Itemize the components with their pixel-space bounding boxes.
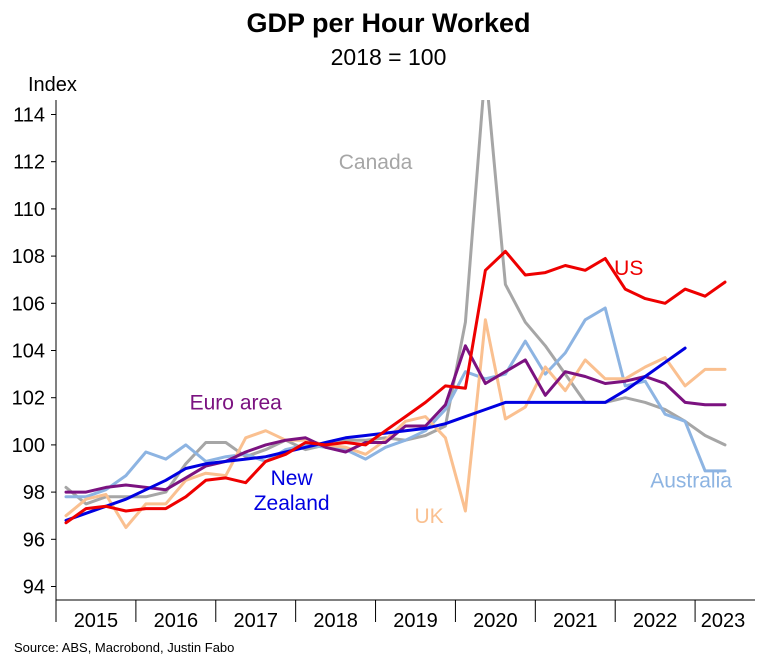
series-label-new-zealand: Zealand xyxy=(254,492,330,515)
series-label-uk: UK xyxy=(414,505,443,528)
series-line-euro-area xyxy=(64,344,727,494)
chart-subtitle: 2018 = 100 xyxy=(330,44,447,70)
series-label-new-zealand: New xyxy=(271,467,314,490)
y-tick-label: 114 xyxy=(13,105,45,127)
series-line-us xyxy=(64,249,727,525)
y-tick-label: 104 xyxy=(12,341,45,363)
x-tick-label: 2021 xyxy=(553,610,598,632)
y-tick-label: 94 xyxy=(23,577,45,599)
series-label-us: US xyxy=(614,257,643,280)
y-tick-label: 100 xyxy=(12,435,45,457)
series-label-canada: Canada xyxy=(339,151,413,174)
y-tick-label: 108 xyxy=(12,246,45,268)
x-tick-label: 2016 xyxy=(154,610,199,632)
x-tick-label: 2017 xyxy=(233,610,278,632)
y-tick-label: 102 xyxy=(12,388,45,410)
series-line-new-zealand xyxy=(64,346,687,522)
x-tick-label: 2023 xyxy=(701,610,746,632)
y-tick-label: 98 xyxy=(23,482,45,504)
chart-title: GDP per Hour Worked xyxy=(246,8,531,38)
x-tick-label: 2019 xyxy=(393,610,438,632)
x-tick-label: 2020 xyxy=(473,610,518,632)
x-tick-label: 2022 xyxy=(633,610,678,632)
series-label-australia: Australia xyxy=(650,469,732,492)
source-note: Source: ABS, Macrobond, Justin Fabo xyxy=(14,640,235,655)
series-lines xyxy=(64,100,727,529)
y-axis-label: Index xyxy=(28,74,77,96)
x-tick-label: 2015 xyxy=(74,610,119,632)
series-line-canada xyxy=(64,100,727,506)
y-tick-label: 106 xyxy=(12,293,45,315)
y-tick-label: 112 xyxy=(13,152,45,174)
axes: 94 96 98 100 102 104 106 108 110 112 114 2015 2016 20… xyxy=(12,100,755,632)
series-label-euro-area: Euro area xyxy=(190,392,283,415)
series-line-australia xyxy=(64,306,727,499)
x-tick-label: 2018 xyxy=(313,610,358,632)
y-tick-label: 110 xyxy=(13,199,45,221)
y-tick-label: 96 xyxy=(23,529,45,551)
